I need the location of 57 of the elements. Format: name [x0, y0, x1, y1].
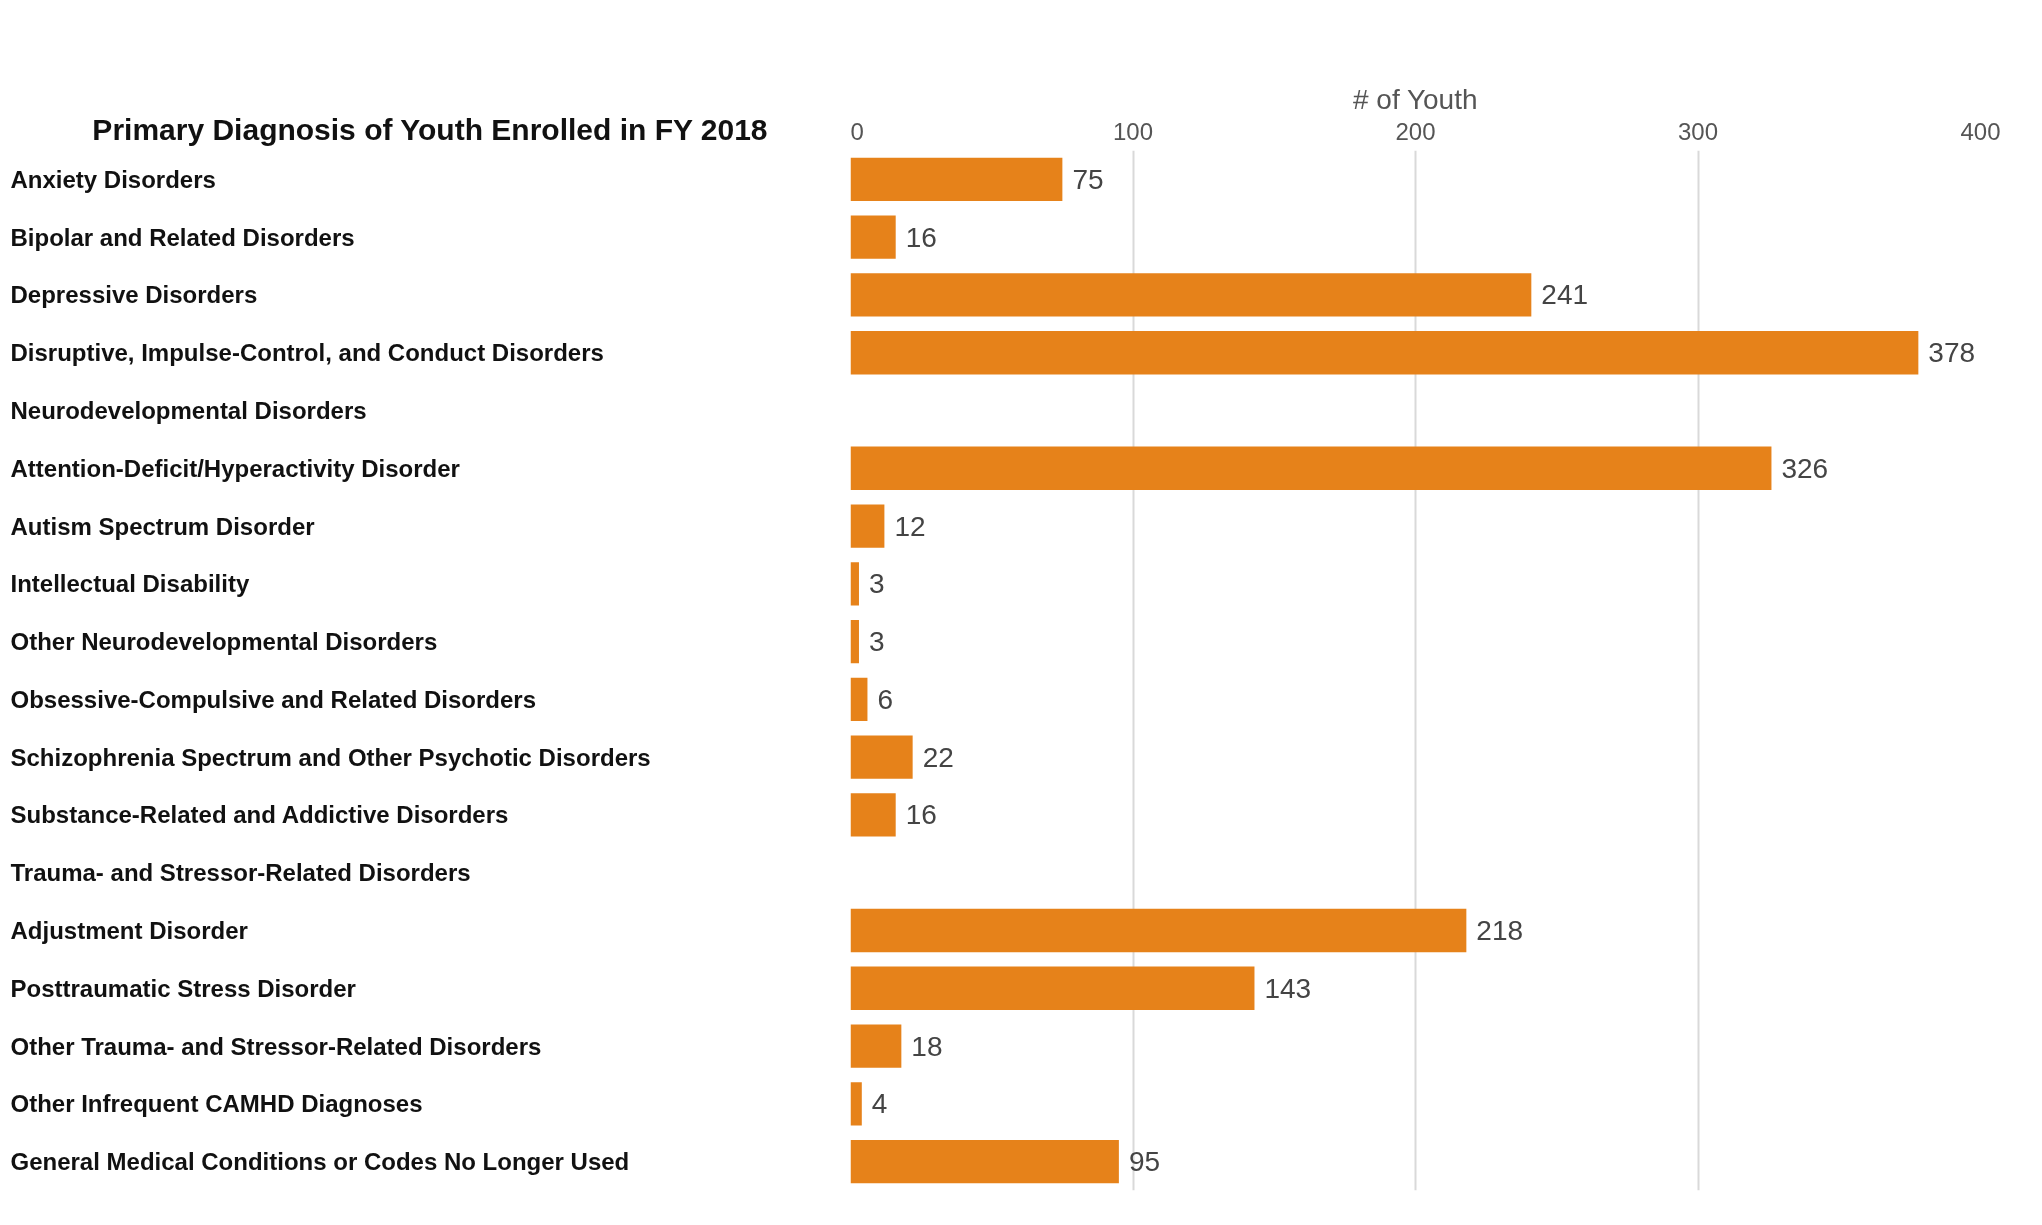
y-tick-label: Neurodevelopmental Disorders: [10, 397, 367, 424]
data-label: 378: [1928, 337, 1976, 369]
bar: [850, 504, 885, 548]
bar: [850, 735, 913, 779]
x-tick-label: 300: [1677, 117, 1719, 145]
y-tick-label: Other Infrequent CAMHD Diagnoses: [10, 1090, 423, 1118]
y-tick-label: Attention-Deficit/Hyperactivity Disorder: [10, 454, 460, 482]
y-tick-label: Depressive Disorders: [10, 281, 258, 309]
data-label: 3: [868, 626, 885, 658]
data-label: 12: [894, 510, 926, 542]
data-label: 6: [877, 683, 894, 715]
bar: [850, 966, 1255, 1010]
y-tick-label: Autism Spectrum Disorder: [10, 512, 315, 540]
bar: [850, 215, 896, 259]
text: Primary Diagnosis of Youth Enrolled in FY 2018: [92, 112, 768, 146]
y-tick-label: Other Neurodevelopmental Disorders: [10, 628, 438, 656]
bar: [850, 562, 859, 606]
data-label: 143: [1264, 972, 1312, 1004]
data-label: 16: [905, 221, 937, 253]
bar: [850, 157, 1063, 202]
data-label: 18: [911, 1030, 943, 1062]
bar: [850, 793, 896, 837]
bar: [850, 1024, 902, 1068]
y-tick-label: Other Trauma- and Stressor-Related Disorders: [10, 1032, 542, 1060]
y-tick-label: Intellectual Disability: [10, 570, 250, 598]
data-label: 4: [871, 1088, 888, 1120]
y-tick-label: Bipolar and Related Disorders: [10, 223, 355, 251]
data-label: 75: [1072, 163, 1104, 195]
x-axis-title: # of Youth: [1352, 83, 1478, 115]
bar: [850, 446, 1772, 490]
y-tick-label: Substance-Related and Addictive Disorders: [10, 801, 509, 829]
x-tick-label: 0: [850, 117, 864, 145]
bar: [850, 1139, 1119, 1184]
data-label: 241: [1541, 279, 1589, 311]
bar: [850, 908, 1467, 953]
data-label: 95: [1128, 1146, 1161, 1178]
x-tick-label: 100: [1112, 117, 1154, 145]
data-label: 22: [922, 741, 954, 773]
y-tick-label: General Medical Conditions or Codes No Longer Used: [10, 1148, 630, 1176]
x-tick-label: 200: [1395, 117, 1436, 145]
bar: [850, 331, 1919, 375]
y-tick-label: Disruptive, Impulse-Control, and Conduct Disorders: [10, 339, 604, 367]
data-label: 16: [905, 799, 937, 831]
bar: [850, 677, 868, 722]
data-label: 218: [1476, 915, 1524, 946]
y-tick-label: Posttraumatic Stress Disorder: [10, 974, 356, 1002]
data-label: 326: [1781, 452, 1829, 484]
x-tick-label: 400: [1960, 117, 2001, 145]
bar: [850, 1082, 862, 1126]
bar: [850, 619, 859, 664]
y-tick-label: Trauma- and Stressor-Related Disorders: [10, 859, 471, 887]
y-tick-label: Anxiety Disorders: [10, 165, 216, 193]
y-tick-label: Obsessive-Compulsive and Related Disorders: [10, 685, 537, 713]
y-tick-label: Adjustment Disorder: [10, 917, 248, 944]
data-label: 3: [868, 568, 885, 600]
y-tick-label: Schizophrenia Spectrum and Other Psychotic Disorders: [10, 743, 651, 771]
bar: [850, 273, 1532, 317]
